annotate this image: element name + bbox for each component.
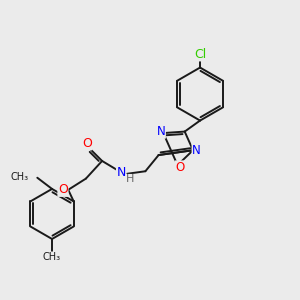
Text: N: N bbox=[116, 166, 126, 179]
Text: Cl: Cl bbox=[194, 48, 206, 61]
Text: O: O bbox=[82, 137, 92, 150]
Text: CH₃: CH₃ bbox=[11, 172, 29, 182]
Text: CH₃: CH₃ bbox=[43, 252, 61, 262]
Text: N: N bbox=[157, 125, 165, 138]
Text: H: H bbox=[126, 175, 134, 184]
Text: O: O bbox=[58, 183, 68, 196]
Text: N: N bbox=[192, 144, 201, 157]
Text: O: O bbox=[175, 161, 184, 174]
